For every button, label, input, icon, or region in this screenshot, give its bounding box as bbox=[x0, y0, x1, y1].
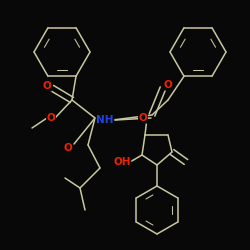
Text: O: O bbox=[138, 113, 147, 123]
Text: OH: OH bbox=[113, 157, 131, 167]
Text: NH: NH bbox=[96, 115, 114, 125]
Text: O: O bbox=[64, 143, 72, 153]
Text: O: O bbox=[164, 80, 172, 90]
Text: O: O bbox=[46, 113, 56, 123]
Text: O: O bbox=[42, 81, 51, 91]
